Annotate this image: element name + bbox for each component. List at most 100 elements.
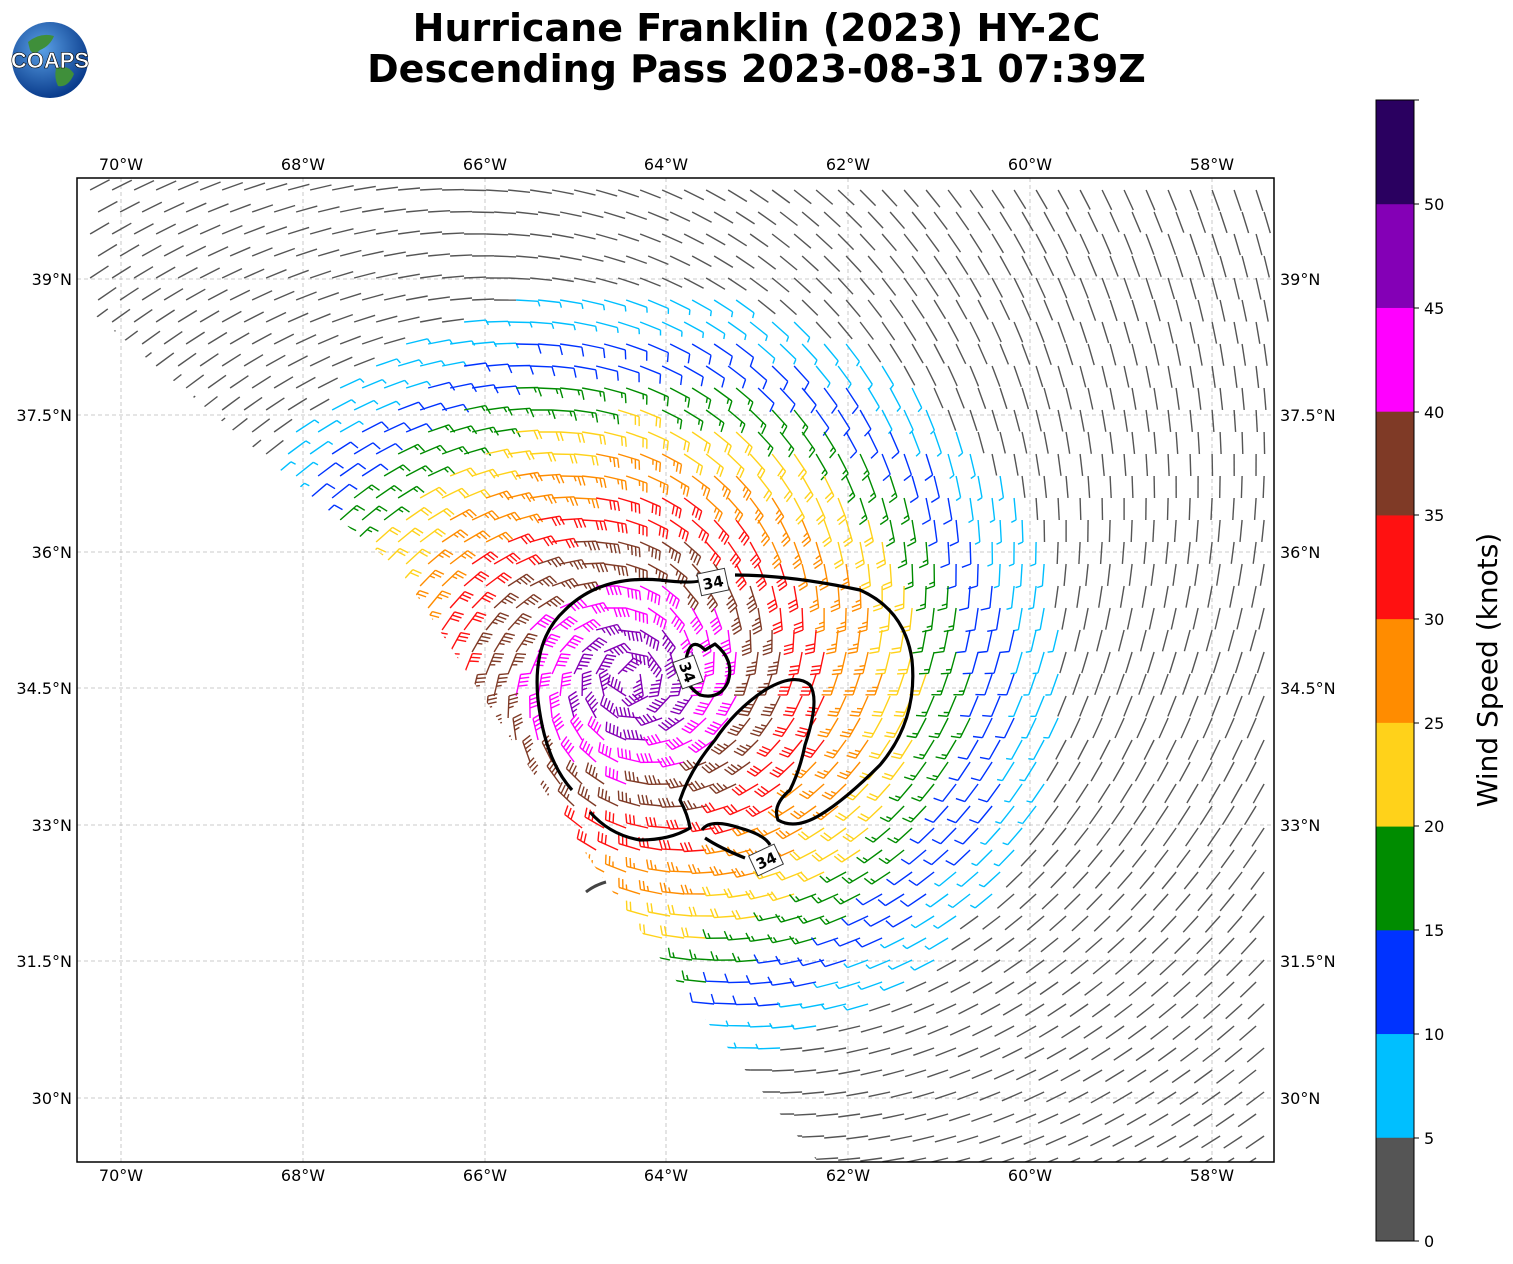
wind-barb xyxy=(1079,189,1091,210)
wind-barb xyxy=(625,211,648,221)
wind-barb xyxy=(949,1069,971,1079)
wind-barb xyxy=(353,399,379,411)
wind-barb xyxy=(199,224,221,235)
wind-barb xyxy=(790,1024,817,1030)
wind-barb xyxy=(160,894,165,917)
wind-barb xyxy=(1026,915,1045,931)
wind-barb xyxy=(1128,981,1147,997)
wind-barb xyxy=(646,945,671,961)
wind-barb xyxy=(199,783,203,807)
right-lat-labels: 39°N 37.5°N 36°N 34.5°N 33°N 31.5°N 30°N xyxy=(1280,270,1336,1108)
wind-barb xyxy=(512,914,531,939)
wind-barb xyxy=(1070,959,1089,975)
wind-barb xyxy=(943,607,957,633)
wind-barb xyxy=(847,629,861,655)
wind-barb xyxy=(441,487,469,499)
wind-barb xyxy=(308,780,319,807)
wind-barb xyxy=(1113,1047,1133,1061)
wind-barb xyxy=(111,437,128,455)
wind-barb xyxy=(1233,695,1243,717)
colorbar-ticks: 0 5 10 15 20 25 30 35 40 45 50 xyxy=(1424,195,1444,1251)
wind-barb xyxy=(543,803,561,829)
wind-barb xyxy=(832,937,861,947)
wind-barb xyxy=(485,490,514,501)
wind-barb xyxy=(1233,321,1239,344)
wind-barb xyxy=(573,233,596,240)
wind-barb xyxy=(1255,695,1265,717)
wind-barb xyxy=(85,960,91,983)
wind-barb xyxy=(185,805,188,829)
wind-barb xyxy=(526,757,539,785)
wind-barb xyxy=(598,669,611,697)
wind-barb xyxy=(339,420,364,433)
wind-barb xyxy=(1189,453,1192,477)
lat-tick-left: 30°N xyxy=(32,1089,72,1108)
wind-barb xyxy=(331,694,347,719)
wind-barb xyxy=(1087,255,1098,277)
wind-barb xyxy=(141,416,159,433)
wind-barb xyxy=(1001,1091,1023,1102)
wind-barb xyxy=(464,319,490,326)
wind-barb xyxy=(295,758,307,785)
wind-barb xyxy=(575,1007,597,1027)
wind-barb xyxy=(1038,1025,1059,1038)
wind-barb xyxy=(1219,387,1224,410)
wind-barb xyxy=(823,431,837,459)
wind-barb xyxy=(1216,1025,1235,1041)
wind-barb xyxy=(276,1050,289,1071)
wind-barb xyxy=(185,202,207,213)
wind-barb xyxy=(955,783,979,803)
wind-barb xyxy=(793,321,811,343)
wind-barb xyxy=(491,913,509,939)
wind-barb xyxy=(1079,497,1082,521)
wind-barb xyxy=(1109,255,1119,277)
wind-barb xyxy=(979,1091,1001,1101)
wind-barb xyxy=(130,916,135,939)
wind-barb xyxy=(956,629,971,654)
wind-barb xyxy=(133,480,149,499)
wind-barb xyxy=(159,938,165,961)
wind-barb xyxy=(926,1113,949,1121)
wind-barb xyxy=(867,299,883,318)
wind-barb xyxy=(177,352,197,367)
wind-barb xyxy=(192,1004,201,1027)
wind-barb xyxy=(647,989,671,1005)
wind-barb xyxy=(175,872,179,895)
wind-barb xyxy=(1197,343,1203,366)
wind-barb xyxy=(405,715,418,741)
wind-barb xyxy=(762,629,773,656)
wind-barb xyxy=(273,716,288,741)
wind-barb xyxy=(801,519,812,548)
wind-barb xyxy=(623,729,649,741)
wind-barb xyxy=(353,228,376,235)
wind-barb xyxy=(625,387,648,405)
wind-barb xyxy=(477,980,495,1005)
wind-barb xyxy=(529,614,555,631)
wind-barb xyxy=(405,506,433,521)
wind-barb xyxy=(867,387,880,412)
wind-barb xyxy=(471,591,497,609)
wind-barb xyxy=(758,1134,781,1137)
wind-barb xyxy=(794,1113,817,1116)
wind-barb xyxy=(1094,871,1111,889)
wind-barb xyxy=(933,211,948,231)
wind-barb xyxy=(516,299,541,307)
wind-barb xyxy=(646,859,671,873)
wind-barb xyxy=(327,1028,341,1049)
wind-barb xyxy=(930,475,940,503)
wind-barb xyxy=(1175,211,1185,233)
wind-barb xyxy=(97,329,116,345)
wind-barb xyxy=(540,1124,561,1137)
wind-barb xyxy=(815,233,833,250)
wind-barb xyxy=(727,409,746,434)
wind-barb xyxy=(317,377,339,389)
wind-barb xyxy=(133,437,150,455)
wind-barb xyxy=(646,695,671,713)
colorbar-segment xyxy=(1376,618,1414,723)
wind-barb xyxy=(427,381,456,391)
wind-barb xyxy=(774,870,803,881)
wind-barb xyxy=(339,206,362,213)
wind-barb xyxy=(683,585,699,612)
wind-barb xyxy=(463,571,490,587)
wind-barb xyxy=(792,541,803,570)
